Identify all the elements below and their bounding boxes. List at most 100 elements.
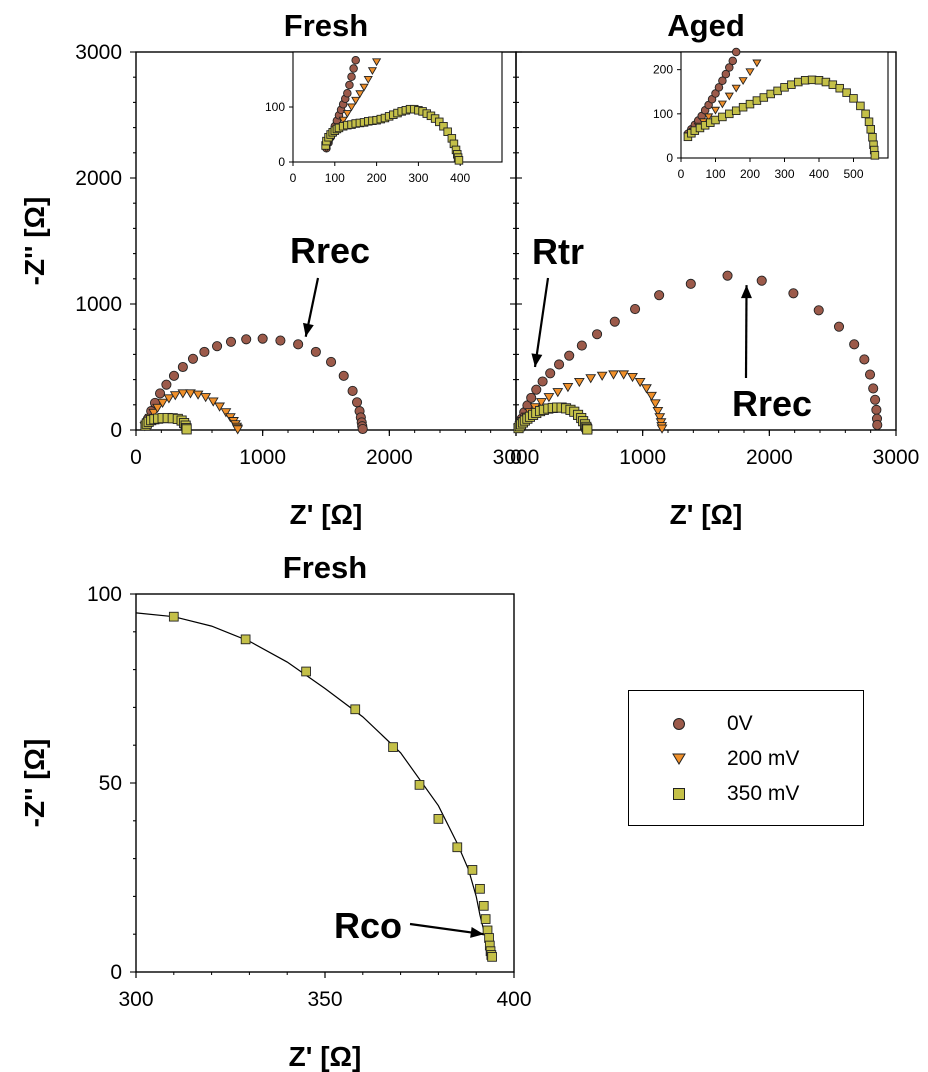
x-tick-label: 1000 [619, 446, 666, 469]
panel-title: Aged [667, 8, 745, 43]
inset-point-350-mv [861, 109, 870, 119]
inset-point-200-mv [359, 83, 369, 92]
point-200-mv [214, 402, 225, 412]
point-0v [225, 336, 237, 347]
point-200-mv [596, 371, 608, 381]
y-tick-label: 50 [99, 772, 122, 795]
point-200-mv [148, 408, 160, 419]
legend-label-200mv: 200 mV [727, 747, 800, 770]
point-200-mv [163, 394, 175, 404]
inset-point-200-mv [710, 106, 721, 115]
panel-title: Fresh [284, 8, 368, 43]
x-axis-label: Z' [Ω] [290, 499, 363, 530]
point-0v [241, 334, 252, 345]
inset-point-350-mv [849, 94, 858, 103]
point-350-mv [414, 780, 425, 790]
inset-point-350-mv [835, 83, 844, 93]
point-0v [592, 329, 603, 340]
inset-point-0v [725, 63, 734, 72]
point-350-mv [181, 424, 192, 435]
inset-point-350-mv [870, 151, 880, 160]
inset-x-tick-label: 500 [843, 167, 863, 181]
inset-point-200-mv [738, 77, 748, 86]
inset-point-350-mv [868, 132, 877, 142]
point-0v [161, 379, 172, 390]
point-0v [859, 354, 870, 365]
annotation-rco: Rco [334, 905, 402, 946]
point-350-mv [388, 742, 398, 752]
legend: 0V 200 mV 350 mV [628, 690, 864, 826]
point-200-mv [220, 408, 232, 418]
point-0v [576, 340, 587, 351]
legend-item-0v: 0V [629, 709, 863, 739]
y-tick-label: 2000 [75, 167, 122, 190]
legend-marker-square [673, 788, 685, 800]
inset-point-0v [718, 76, 727, 85]
y-tick-label: 3000 [75, 41, 122, 64]
point-200-mv [585, 374, 597, 384]
point-0v [187, 353, 199, 364]
point-200-mv [157, 398, 168, 408]
point-200-mv [646, 391, 657, 402]
point-0v [868, 383, 879, 394]
point-0v [788, 288, 799, 299]
inset-point-200-mv [731, 84, 741, 93]
point-200-mv [618, 370, 630, 380]
point-0v [293, 339, 304, 350]
inset-x-tick-label: 200 [740, 167, 760, 181]
inset-point-0v [731, 47, 741, 57]
point-200-mv [573, 377, 585, 388]
point-0v [310, 346, 321, 357]
inset-point-0v [721, 69, 731, 79]
point-350-mv [475, 883, 485, 894]
inset-point-200-mv [351, 96, 361, 105]
annotation-arrow-rrec-aged [744, 285, 748, 379]
x-tick-label: 0 [130, 446, 142, 469]
panel-title: Fresh [283, 550, 367, 585]
legend-item-200mv: 200 mV [629, 744, 863, 774]
fit-curve [135, 612, 492, 957]
inset-x-tick-label: 300 [408, 171, 428, 185]
inset-point-350-mv [864, 117, 874, 127]
annotation-arrow-rtr-head [531, 353, 543, 367]
inset-y-tick-label: 200 [653, 63, 673, 77]
point-200-mv [608, 370, 619, 380]
annotation-arrow-rtr [533, 277, 550, 368]
inset-x-tick-label: 0 [678, 167, 685, 181]
inset-x-tick-label: 200 [367, 171, 387, 185]
x-tick-label: 0 [510, 446, 522, 469]
point-350-mv [452, 842, 463, 853]
inset-point-350-mv [856, 101, 865, 111]
inset-x-tick-label: 100 [705, 167, 725, 181]
point-350-mv [301, 666, 311, 677]
point-0v [168, 370, 180, 381]
point-0v [357, 423, 368, 435]
point-0v [722, 270, 733, 281]
point-0v [654, 290, 665, 301]
point-0v [537, 376, 548, 387]
inset-point-200-mv [745, 68, 755, 77]
y-tick-label: 100 [87, 583, 122, 606]
point-200-mv [552, 388, 564, 398]
point-0v [338, 370, 349, 381]
x-axis-label: Z' [Ω] [289, 1041, 362, 1072]
point-200-mv [169, 391, 181, 401]
annotation-arrow-rrec-aged-head [740, 285, 752, 299]
inset-y-tick-label: 0 [666, 151, 673, 165]
point-350-mv [487, 952, 497, 962]
legend-label-350mv: 350 mV [727, 782, 800, 805]
inset-point-200-mv [724, 92, 734, 101]
legend-marker-circle [673, 718, 685, 730]
point-200-mv [649, 399, 661, 409]
point-0v [275, 335, 286, 346]
point-0v [630, 303, 641, 315]
inset-y-tick-label: 100 [653, 107, 673, 121]
point-350-mv [433, 814, 444, 824]
point-200-mv [641, 384, 652, 394]
inset-point-350-mv [866, 125, 876, 134]
point-200-mv [634, 377, 646, 388]
point-0v [564, 350, 575, 361]
x-tick-label: 350 [307, 988, 342, 1011]
inset-point-0v [714, 83, 724, 92]
x-tick-label: 1000 [239, 446, 286, 469]
